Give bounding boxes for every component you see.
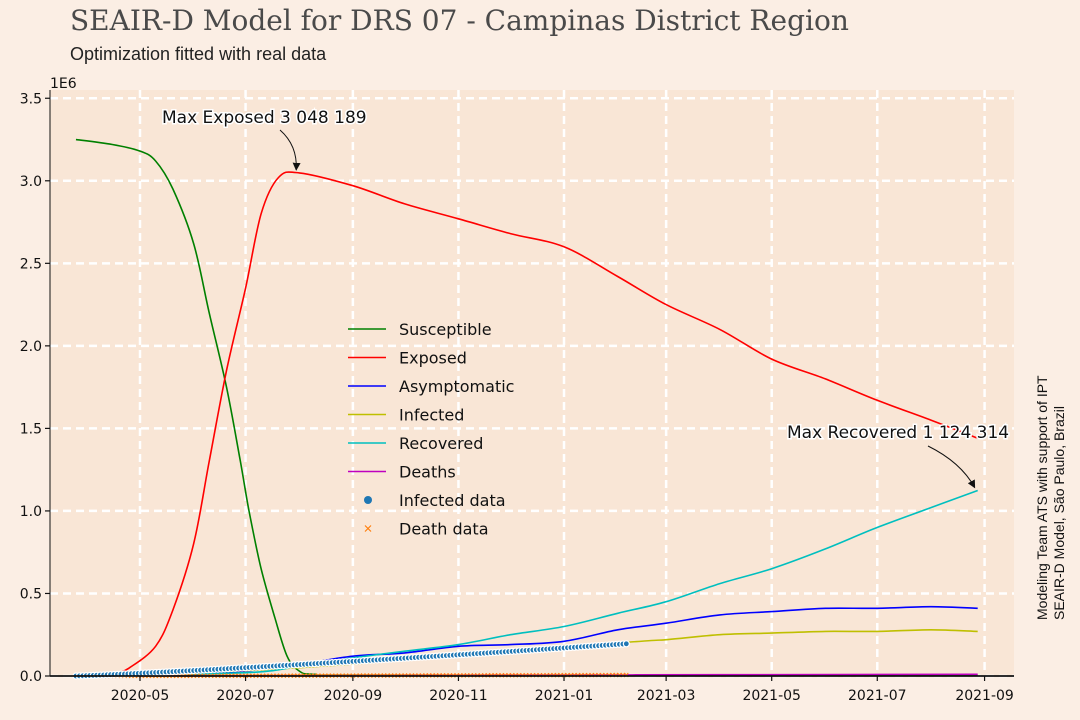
x-tick-label-0: 2020-05 bbox=[111, 688, 170, 704]
chart-subtitle: Optimization fitted with real data bbox=[70, 44, 327, 64]
x-tick-label-2: 2020-09 bbox=[324, 688, 383, 704]
annotation-label-0: Max Exposed 3 048 189 bbox=[162, 108, 367, 128]
legend-label-0: Susceptible bbox=[399, 320, 492, 339]
infected-data-point bbox=[622, 640, 630, 648]
x-tick-label-7: 2021-07 bbox=[848, 688, 907, 704]
y-tick-label-2: 1.0 bbox=[20, 504, 42, 520]
legend-label-7: Death data bbox=[399, 520, 489, 539]
plot-area bbox=[50, 90, 1014, 676]
legend-label-5: Deaths bbox=[399, 463, 456, 482]
y-tick-label-5: 2.5 bbox=[20, 256, 42, 272]
legend-marker-death-data bbox=[364, 525, 372, 532]
y-tick-label-7: 3.5 bbox=[20, 91, 42, 107]
x-tick-label-5: 2021-03 bbox=[637, 688, 696, 704]
y-tick-label-0: 0.0 bbox=[20, 669, 42, 685]
annotation-arrow-0 bbox=[279, 129, 301, 171]
y-tick-label-6: 3.0 bbox=[20, 174, 42, 190]
legend-marker-infected-data bbox=[364, 496, 372, 504]
chart-title: SEAIR-D Model for DRS 07 - Campinas Dist… bbox=[70, 4, 849, 37]
y-tick-label-4: 2.0 bbox=[20, 339, 42, 355]
legend: Susceptible Exposed Asymptomatic Infected Re… bbox=[348, 320, 514, 539]
x-tick-label-3: 2020-11 bbox=[429, 688, 488, 704]
legend-label-2: Asymptomatic bbox=[399, 377, 514, 396]
axes: 0.0 0.5 1.0 1.5 2.0 2.5 3.0 3.5 2020-05 2020-07 20… bbox=[20, 76, 1014, 704]
y-scale-label: 1E6 bbox=[50, 76, 77, 92]
y-tick-label-1: 0.5 bbox=[20, 586, 42, 602]
annotation-arrow-1 bbox=[927, 445, 976, 489]
annotations: Max Exposed 3 048 189 Max Recovered 1 124… bbox=[161, 107, 1011, 489]
y-tick-label-3: 1.5 bbox=[20, 421, 42, 437]
annotation-label-1: Max Recovered 1 124 314 bbox=[787, 423, 1009, 443]
legend-label-4: Recovered bbox=[399, 434, 483, 453]
x-tick-label-1: 2020-07 bbox=[216, 688, 275, 704]
x-tick-label-4: 2021-01 bbox=[535, 688, 594, 704]
legend-label-1: Exposed bbox=[399, 349, 467, 368]
series-line-exposed bbox=[111, 171, 978, 677]
x-tick-label-6: 2021-05 bbox=[742, 688, 801, 704]
legend-label-6: Infected data bbox=[399, 491, 506, 510]
x-tick-label-8: 2021-09 bbox=[955, 688, 1014, 704]
legend-label-3: Infected bbox=[399, 406, 464, 425]
